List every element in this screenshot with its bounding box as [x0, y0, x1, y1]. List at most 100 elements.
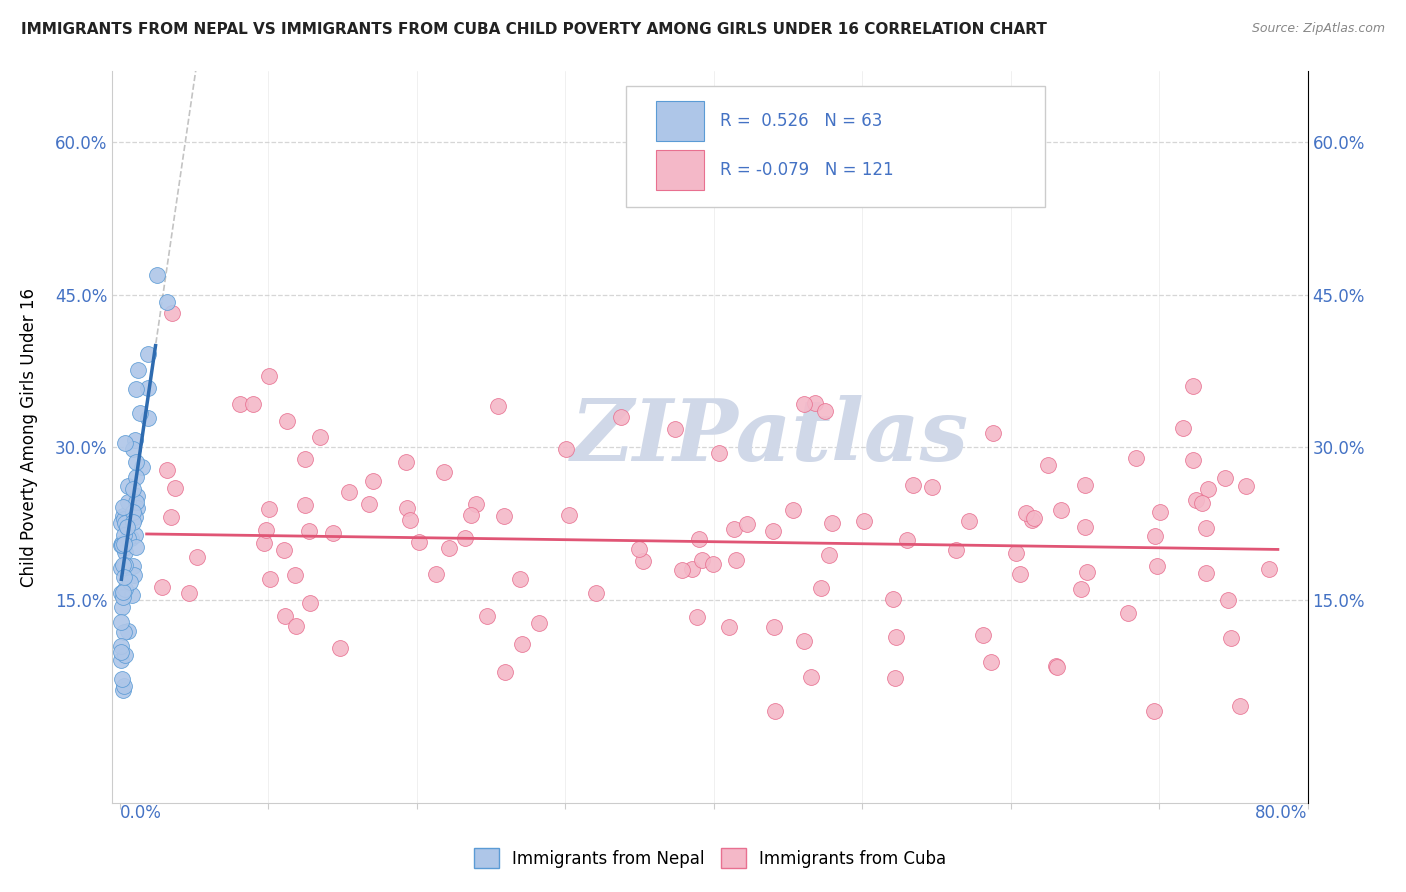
Point [124, 567, 146, 582]
Point [980, 656, 1002, 670]
Point [664, 422, 686, 436]
Point [117, 494, 139, 508]
Point [1191, 496, 1213, 510]
Point [131, 460, 153, 475]
Point [782, 502, 804, 516]
Point [110, 586, 132, 600]
Point [111, 672, 134, 686]
Point [112, 625, 135, 640]
Point [110, 653, 132, 667]
Point [460, 508, 482, 522]
Point [408, 535, 430, 549]
Point [259, 572, 281, 586]
Point [294, 498, 316, 512]
FancyBboxPatch shape [627, 86, 1045, 207]
Point [114, 582, 136, 596]
Point [1229, 699, 1251, 714]
Point [138, 410, 160, 425]
Point [724, 553, 747, 567]
Point [114, 648, 136, 662]
Point [156, 295, 179, 310]
Point [112, 679, 135, 693]
Point [146, 268, 169, 282]
Point [156, 463, 179, 477]
Point [1070, 582, 1092, 596]
Point [627, 541, 650, 556]
Point [242, 397, 264, 411]
Text: IMMIGRANTS FROM NEPAL VS IMMIGRANTS FROM CUBA CHILD POVERTY AMONG GIRLS UNDER 16: IMMIGRANTS FROM NEPAL VS IMMIGRANTS FROM… [21, 22, 1047, 37]
Point [160, 509, 183, 524]
Point [681, 562, 703, 576]
Point [821, 516, 844, 530]
Point [127, 363, 149, 377]
Point [702, 558, 724, 572]
Point [259, 501, 281, 516]
Point [115, 520, 138, 534]
Point [921, 481, 943, 495]
Point [110, 639, 132, 653]
Bar [657, 150, 704, 190]
Point [127, 489, 149, 503]
Point [112, 509, 135, 524]
Point [585, 586, 607, 600]
Point [117, 624, 139, 639]
Point [686, 609, 709, 624]
Point [1149, 505, 1171, 519]
Point [475, 608, 498, 623]
Point [1258, 561, 1281, 575]
Y-axis label: Child Poverty Among Girls Under 16: Child Poverty Among Girls Under 16 [21, 287, 38, 587]
Point [432, 465, 454, 479]
Point [111, 600, 134, 615]
Point [454, 531, 477, 545]
Point [852, 514, 875, 528]
Point [558, 508, 581, 522]
Point [284, 568, 307, 582]
Point [124, 509, 146, 524]
Point [1181, 453, 1204, 467]
Point [396, 501, 419, 516]
Point [1074, 477, 1097, 491]
Point [1015, 506, 1038, 520]
Point [339, 485, 361, 500]
Point [945, 543, 967, 558]
Point [818, 548, 841, 562]
Point [121, 482, 143, 496]
Point [1213, 471, 1236, 485]
Point [124, 528, 146, 542]
Point [252, 535, 274, 549]
Point [273, 543, 295, 558]
Point [111, 590, 134, 604]
Point [111, 536, 134, 550]
Point [294, 452, 316, 467]
Point [437, 541, 460, 556]
Point [972, 628, 994, 642]
Point [284, 619, 307, 633]
Point [254, 523, 277, 537]
Point [527, 615, 550, 630]
Point [112, 512, 135, 526]
Point [309, 430, 332, 444]
Point [395, 455, 418, 469]
Point [122, 516, 145, 530]
Point [357, 497, 380, 511]
Point [322, 525, 344, 540]
Point [111, 538, 134, 552]
Point [125, 382, 148, 396]
Point [793, 634, 815, 648]
Point [1143, 705, 1166, 719]
Legend: Immigrants from Nepal, Immigrants from Cuba: Immigrants from Nepal, Immigrants from C… [467, 841, 953, 875]
Point [1050, 503, 1073, 517]
Point [329, 641, 352, 656]
Point [1076, 566, 1098, 580]
Point [136, 381, 159, 395]
Point [229, 396, 252, 410]
Point [1005, 546, 1028, 560]
Point [110, 561, 132, 575]
Point [896, 533, 918, 548]
Point [810, 581, 832, 595]
Point [690, 553, 713, 567]
Point [112, 537, 135, 551]
Point [882, 592, 904, 607]
Point [494, 665, 516, 679]
Point [276, 414, 298, 428]
